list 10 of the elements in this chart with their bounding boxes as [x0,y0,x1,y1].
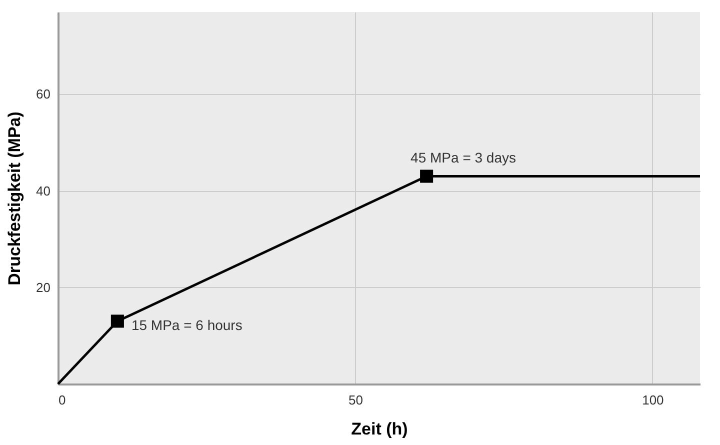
x-tick-label: 0 [58,392,66,408]
y-tick-label: 60 [36,86,50,102]
y-tick-label: 40 [36,183,50,198]
annotation: 45 MPa = 3 days [410,149,516,166]
y-tick-label: 20 [36,280,50,295]
x-axis-title: Zeit (h) [351,420,408,438]
x-tick-label: 100 [642,392,664,408]
annotation: 15 MPa = 6 hours [131,317,242,334]
y-axis-title: Druckfestigkeit (MPa) [5,112,24,286]
x-tick-label: 50 [348,392,363,408]
